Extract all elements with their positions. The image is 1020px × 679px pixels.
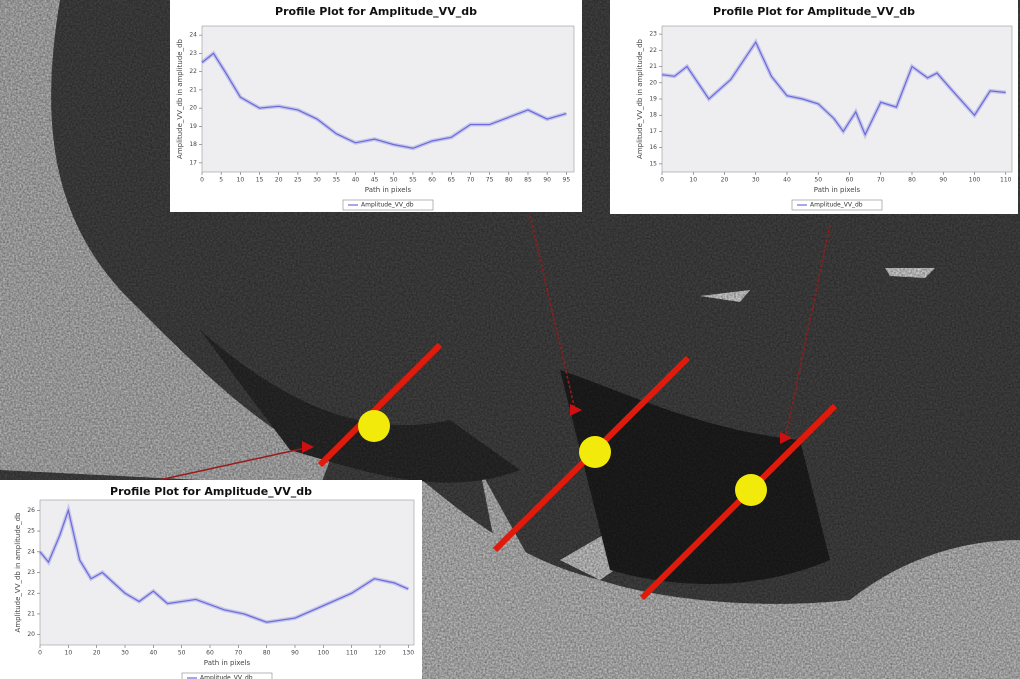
x-tick-label: 5	[219, 177, 223, 184]
y-tick-label: 18	[649, 112, 657, 119]
transect-center	[579, 436, 611, 468]
profile-plot: Profile Plot for Amplitude_VV_db 0 5 10 15 20…	[170, 0, 582, 212]
x-tick-label: 40	[150, 650, 158, 657]
x-axis-label: Path in pixels	[204, 659, 251, 667]
x-tick-label: 40	[783, 177, 791, 184]
y-tick-label: 20	[189, 105, 197, 112]
x-tick-label: 30	[752, 177, 760, 184]
y-tick-label: 15	[649, 160, 657, 167]
transect-center	[735, 474, 767, 506]
legend-label: Amplitude_VV_db	[810, 202, 863, 209]
x-tick-label: 50	[178, 650, 186, 657]
x-tick-label: 100	[318, 650, 330, 657]
x-tick-label: 130	[403, 650, 415, 657]
x-tick-label: 90	[543, 177, 551, 184]
legend-label: Amplitude_VV_db	[200, 675, 253, 679]
y-tick-label: 23	[649, 31, 657, 38]
y-tick-label: 21	[189, 86, 197, 93]
x-tick-label: 20	[275, 177, 283, 184]
legend-label: Amplitude_VV_db	[361, 202, 414, 209]
y-tick-label: 26	[27, 507, 35, 514]
x-tick-label: 75	[486, 177, 494, 184]
y-tick-label: 25	[27, 528, 35, 535]
chart-title: Profile Plot for Amplitude_VV_db	[110, 485, 312, 498]
x-axis-label: Path in pixels	[814, 186, 861, 194]
x-tick-label: 60	[428, 177, 436, 184]
x-tick-label: 10	[689, 177, 697, 184]
x-tick-label: 10	[65, 650, 73, 657]
y-tick-label: 19	[649, 96, 657, 103]
plot-area	[202, 26, 574, 172]
x-tick-label: 60	[846, 177, 854, 184]
x-tick-label: 80	[505, 177, 513, 184]
x-tick-label: 80	[263, 650, 271, 657]
x-tick-label: 0	[38, 650, 42, 657]
x-tick-label: 0	[660, 177, 664, 184]
y-tick-label: 17	[649, 128, 657, 135]
chart-title: Profile Plot for Amplitude_VV_db	[713, 5, 915, 18]
x-tick-label: 80	[908, 177, 916, 184]
chart-title: Profile Plot for Amplitude_VV_db	[275, 5, 477, 18]
x-tick-label: 55	[409, 177, 417, 184]
x-tick-label: 20	[721, 177, 729, 184]
x-tick-label: 110	[1000, 177, 1012, 184]
x-tick-label: 65	[447, 177, 455, 184]
x-tick-label: 85	[524, 177, 532, 184]
x-tick-label: 95	[563, 177, 571, 184]
y-tick-label: 17	[189, 159, 197, 166]
x-tick-label: 110	[346, 650, 358, 657]
y-tick-label: 16	[649, 144, 657, 151]
x-axis-label: Path in pixels	[365, 186, 412, 194]
x-tick-label: 120	[374, 650, 386, 657]
y-tick-label: 21	[649, 63, 657, 70]
x-tick-label: 20	[93, 650, 101, 657]
y-tick-label: 22	[189, 68, 197, 75]
transect-center	[358, 410, 390, 442]
y-tick-label: 19	[189, 123, 197, 130]
x-tick-label: 40	[352, 177, 360, 184]
y-axis-label: Amplitude_VV_db in amplitude_db	[636, 38, 644, 158]
x-tick-label: 60	[206, 650, 214, 657]
y-tick-label: 18	[189, 141, 197, 148]
profile-plot: Profile Plot for Amplitude_VV_db 0 10 20 30 4…	[610, 0, 1018, 214]
y-tick-label: 23	[27, 569, 35, 576]
y-tick-label: 20	[649, 79, 657, 86]
plot-area	[40, 500, 414, 645]
x-tick-label: 25	[294, 177, 302, 184]
y-axis-label: Amplitude_VV_db in amplitude_db	[176, 38, 184, 158]
y-tick-label: 23	[189, 50, 197, 57]
x-tick-label: 35	[332, 177, 340, 184]
y-tick-label: 22	[649, 47, 657, 54]
x-tick-label: 15	[256, 177, 264, 184]
x-tick-label: 70	[467, 177, 475, 184]
y-tick-label: 20	[27, 631, 35, 638]
y-tick-label: 21	[27, 610, 35, 617]
x-tick-label: 90	[939, 177, 947, 184]
y-axis-label: Amplitude_VV_db in amplitude_db	[14, 512, 22, 632]
x-tick-label: 50	[814, 177, 822, 184]
x-tick-label: 0	[200, 177, 204, 184]
page: {"chart_data": [ {"type": "line", "title…	[0, 0, 1020, 679]
y-tick-label: 24	[189, 32, 197, 39]
figure: Profile Plot for Amplitude_VV_db 0 5 10 15 20…	[0, 0, 1020, 679]
x-tick-label: 30	[313, 177, 321, 184]
x-tick-label: 45	[371, 177, 379, 184]
x-tick-label: 10	[237, 177, 245, 184]
x-tick-label: 30	[121, 650, 129, 657]
x-tick-label: 90	[291, 650, 299, 657]
x-tick-label: 50	[390, 177, 398, 184]
profile-plot: Profile Plot for Amplitude_VV_db 0 10 20 30 4…	[0, 480, 422, 679]
x-tick-label: 100	[969, 177, 981, 184]
y-tick-label: 24	[27, 548, 35, 555]
y-tick-label: 22	[27, 590, 35, 597]
x-tick-label: 70	[877, 177, 885, 184]
x-tick-label: 70	[235, 650, 243, 657]
